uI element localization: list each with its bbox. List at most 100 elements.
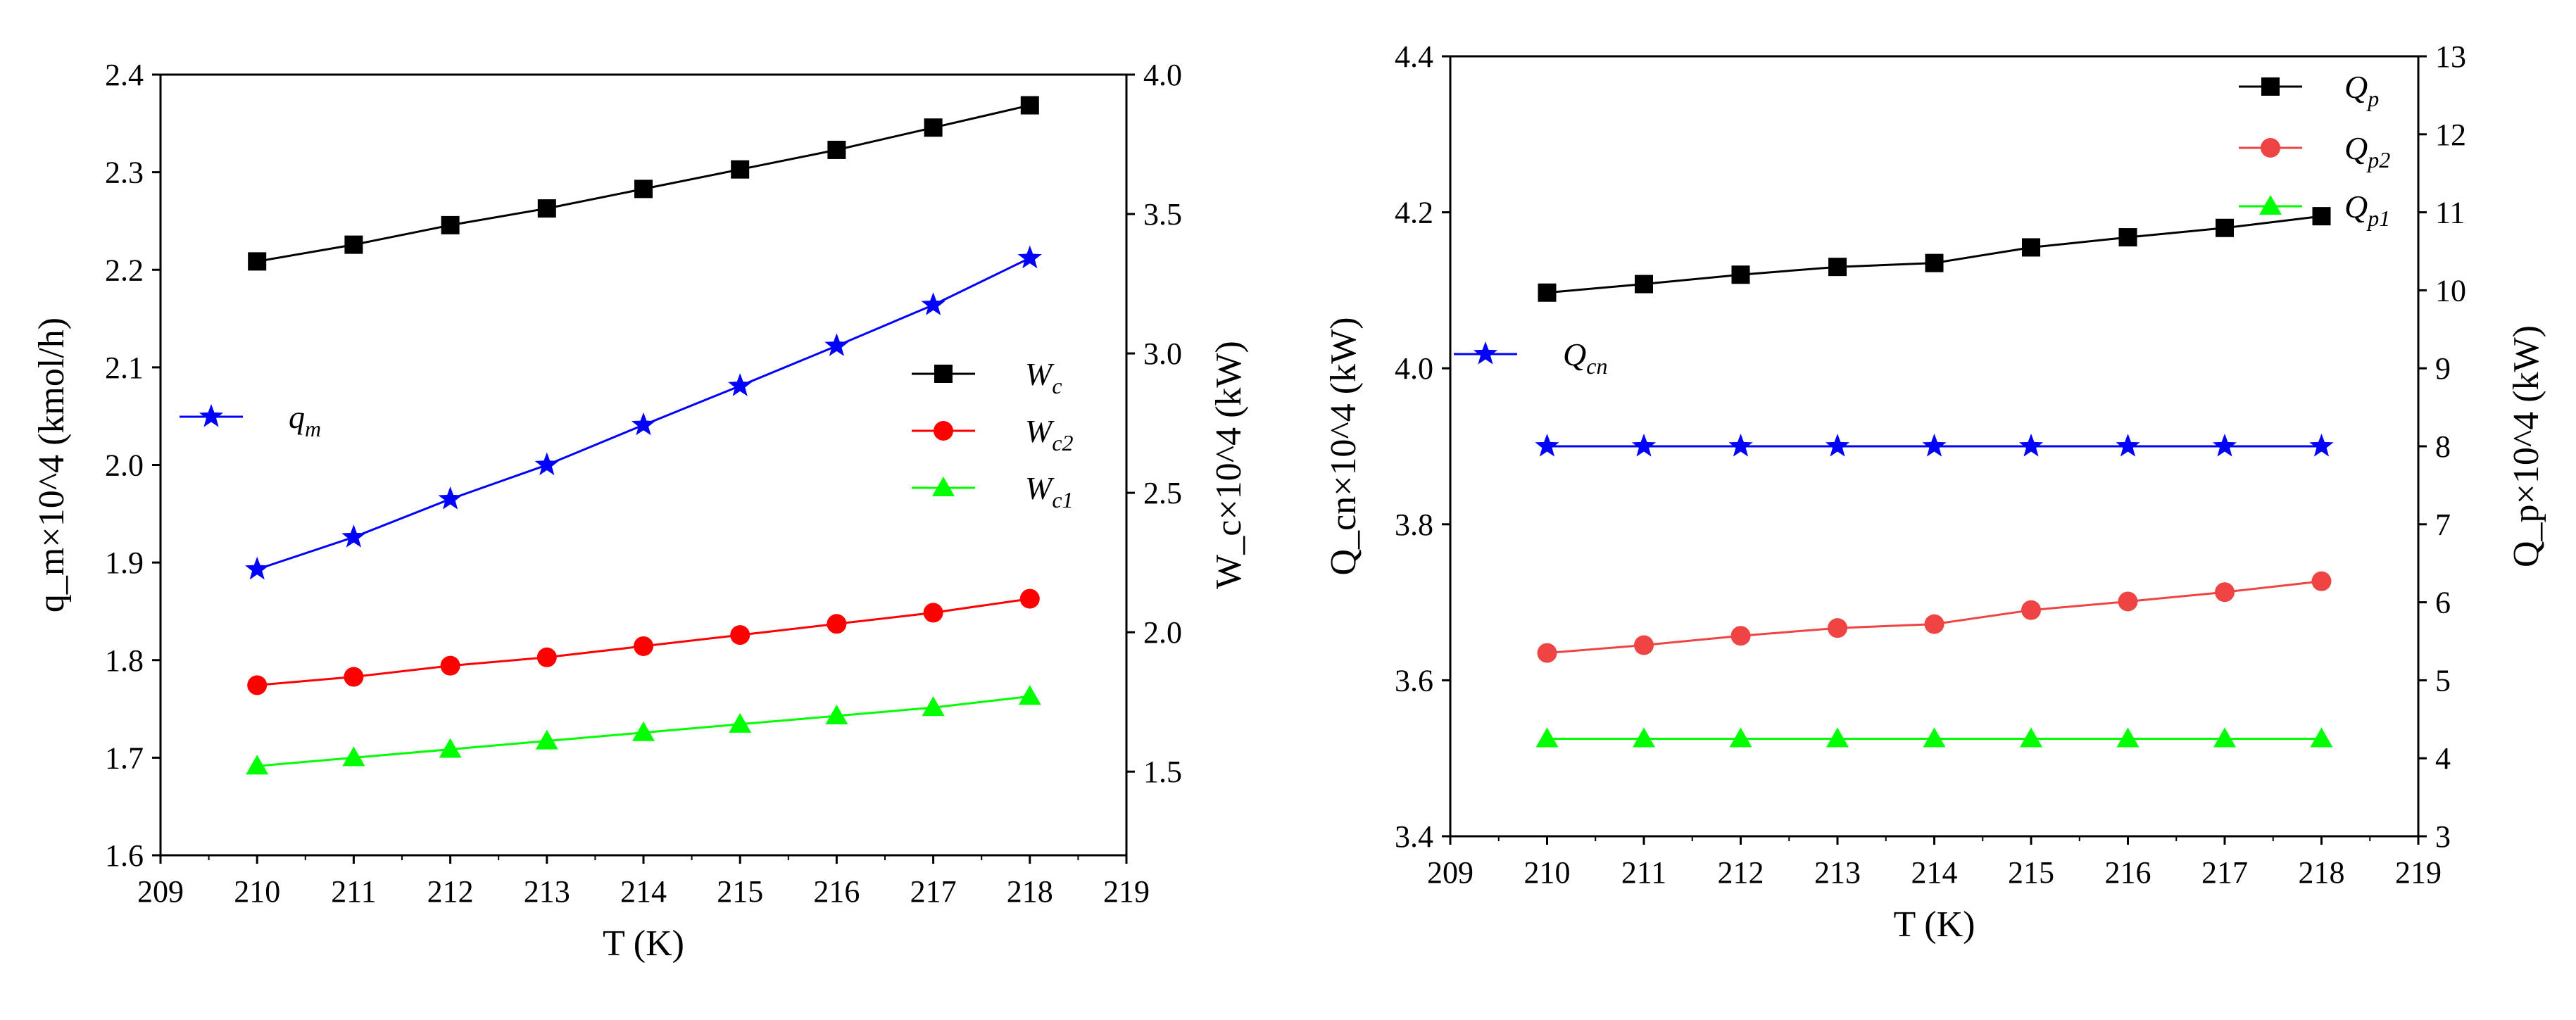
left-tick-label: 2.3 [105, 156, 144, 190]
legend-label: Wc [1025, 356, 1062, 398]
legend-marker [1473, 341, 1498, 365]
x-tick-label: 212 [1718, 855, 1764, 890]
left-tick-label: 3.6 [1395, 663, 1433, 698]
right-tick-label: 8 [2435, 429, 2451, 464]
right-tick-label: 2.0 [1143, 615, 1182, 650]
x-tick-label: 217 [2201, 855, 2248, 890]
data-point [1633, 727, 1655, 748]
x-tick-label: 219 [2395, 855, 2442, 890]
left-axis-label: q_m×10^4 (kmol/h) [32, 317, 72, 612]
data-point [1017, 245, 1042, 269]
data-point [438, 486, 463, 510]
data-point [922, 696, 945, 717]
data-point [248, 252, 267, 271]
data-point [1535, 727, 1559, 748]
data-point [535, 729, 558, 750]
data-point [440, 655, 460, 676]
x-tick-label: 216 [813, 874, 860, 909]
legend-entry-q-p: Qp [2239, 69, 2379, 111]
legend-entry-w-c1: Wc1 [912, 470, 1074, 512]
right-tick-label: 3.5 [1143, 197, 1182, 232]
right-tick-label: 9 [2435, 351, 2451, 386]
left-tick-label: 3.4 [1395, 819, 1433, 854]
legend-entry-q-p2: Qp2 [2239, 130, 2390, 172]
x-tick-label: 210 [1524, 855, 1571, 890]
right-axis-label: W_c×10^4 (kW) [1209, 341, 1249, 589]
legend-marker [2261, 138, 2280, 158]
left-tick-label: 4.4 [1395, 39, 1433, 74]
series-q-cn [1535, 434, 2334, 457]
data-point [1018, 685, 1041, 705]
data-point [439, 738, 462, 758]
data-point [824, 333, 849, 356]
data-point [245, 556, 270, 580]
data-point [924, 118, 943, 137]
series-w-c [248, 96, 1039, 271]
legend-marker [199, 404, 224, 427]
data-point [921, 292, 945, 315]
right-tick-label: 7 [2435, 508, 2451, 542]
x-axis-label: T (K) [603, 924, 684, 964]
legend-entry-q-cn: Qcn [1454, 336, 1607, 379]
data-point [2116, 434, 2140, 457]
x-axis-label: T (K) [1893, 905, 1975, 945]
data-point [1537, 643, 1557, 663]
x-tick-label: 211 [1621, 855, 1666, 890]
data-point [2310, 727, 2333, 748]
series-q-p2 [1537, 571, 2332, 663]
legend-entry-w-c2: Wc2 [912, 413, 1074, 455]
data-point [634, 180, 653, 199]
legend-marker [934, 421, 953, 441]
left-axis-label: Q_cn×10^4 (kW) [1324, 317, 1364, 575]
x-tick-label: 219 [1103, 874, 1150, 909]
left-tick-label: 2.1 [105, 351, 144, 385]
legend-entry-q-p1: Qp1 [2239, 189, 2390, 231]
data-point [1538, 283, 1557, 302]
data-point [2309, 434, 2334, 457]
x-tick-label: 211 [331, 874, 376, 909]
x-tick-label: 217 [910, 874, 957, 909]
data-point [2020, 727, 2042, 748]
data-point [2116, 727, 2140, 748]
series-w-c2 [247, 588, 1040, 695]
data-point [632, 721, 655, 741]
data-point [1922, 434, 1947, 457]
data-point [827, 140, 846, 159]
legend-label: Qp1 [2344, 189, 2390, 231]
data-point [1634, 635, 1654, 655]
data-point [2212, 434, 2237, 457]
x-tick-label: 214 [620, 874, 667, 909]
data-point [2311, 571, 2332, 591]
data-point [1924, 614, 1944, 634]
x-tick-label: 213 [524, 874, 570, 909]
data-point [1828, 618, 1847, 638]
series-q-p [1538, 207, 2331, 302]
x-tick-label: 215 [2008, 855, 2054, 890]
data-point [1635, 275, 1653, 294]
x-tick-label: 216 [2105, 855, 2151, 890]
x-tick-label: 209 [1427, 855, 1474, 890]
left-tick-label: 4.0 [1395, 351, 1433, 386]
x-tick-label: 218 [1007, 874, 1053, 909]
data-point [1828, 258, 1847, 277]
data-point [2118, 591, 2138, 612]
data-point [729, 712, 752, 733]
data-point [827, 614, 847, 634]
right-tick-label: 3.0 [1143, 336, 1182, 371]
legend-label: qm [289, 399, 321, 441]
data-point [341, 524, 366, 548]
right-tick-label: 5 [2435, 663, 2451, 698]
right-tick-label: 4.0 [1143, 58, 1182, 92]
series-w-c1 [246, 685, 1041, 775]
data-point [342, 746, 365, 767]
left-tick-label: 1.7 [105, 741, 144, 775]
right-tick-label: 11 [2435, 196, 2465, 230]
data-point [825, 704, 848, 724]
x-tick-label: 218 [2299, 855, 2345, 890]
data-point [344, 235, 363, 254]
left-tick-label: 1.9 [105, 546, 144, 580]
left-tick-label: 2.0 [105, 448, 144, 483]
data-point [2021, 600, 2041, 620]
right-axis-label: Q_p×10^4 (kW) [2506, 325, 2546, 567]
